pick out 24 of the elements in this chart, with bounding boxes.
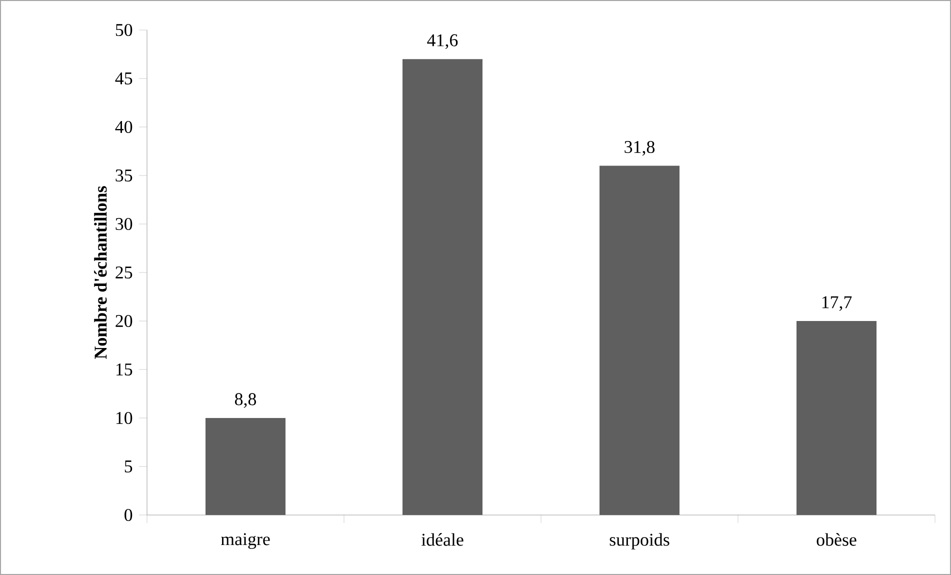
x-tick-label: maigre bbox=[220, 533, 270, 549]
y-axis-title: Nombre d'échantillons bbox=[94, 186, 107, 359]
x-tick-label: idéale bbox=[421, 533, 464, 546]
y-tick-label: 5 bbox=[124, 460, 132, 472]
y-tick-label: 50 bbox=[116, 24, 132, 36]
x-tick-label: surpoids bbox=[610, 533, 670, 550]
x-tick-label: obèse bbox=[816, 533, 856, 546]
annotation: 8,8 bbox=[234, 393, 256, 408]
bar bbox=[402, 59, 483, 515]
y-tick-label: 40 bbox=[115, 120, 132, 134]
y-tick-label: 20 bbox=[116, 314, 132, 328]
y-tick-label: 10 bbox=[116, 412, 132, 424]
y-tick-label: 15 bbox=[116, 363, 132, 376]
bar bbox=[206, 418, 286, 515]
bar bbox=[600, 166, 680, 515]
bar bbox=[796, 320, 877, 515]
y-tick-label: 35 bbox=[116, 169, 132, 182]
annotation: 17,7 bbox=[822, 296, 852, 311]
y-tick-label: 45 bbox=[115, 72, 132, 84]
y-tick-label: 30 bbox=[116, 218, 132, 230]
y-tick-label: 0 bbox=[124, 508, 132, 522]
annotation: 41,6 bbox=[427, 34, 458, 49]
y-tick-label: 25 bbox=[116, 266, 132, 279]
annotation: 31,8 bbox=[624, 140, 655, 156]
